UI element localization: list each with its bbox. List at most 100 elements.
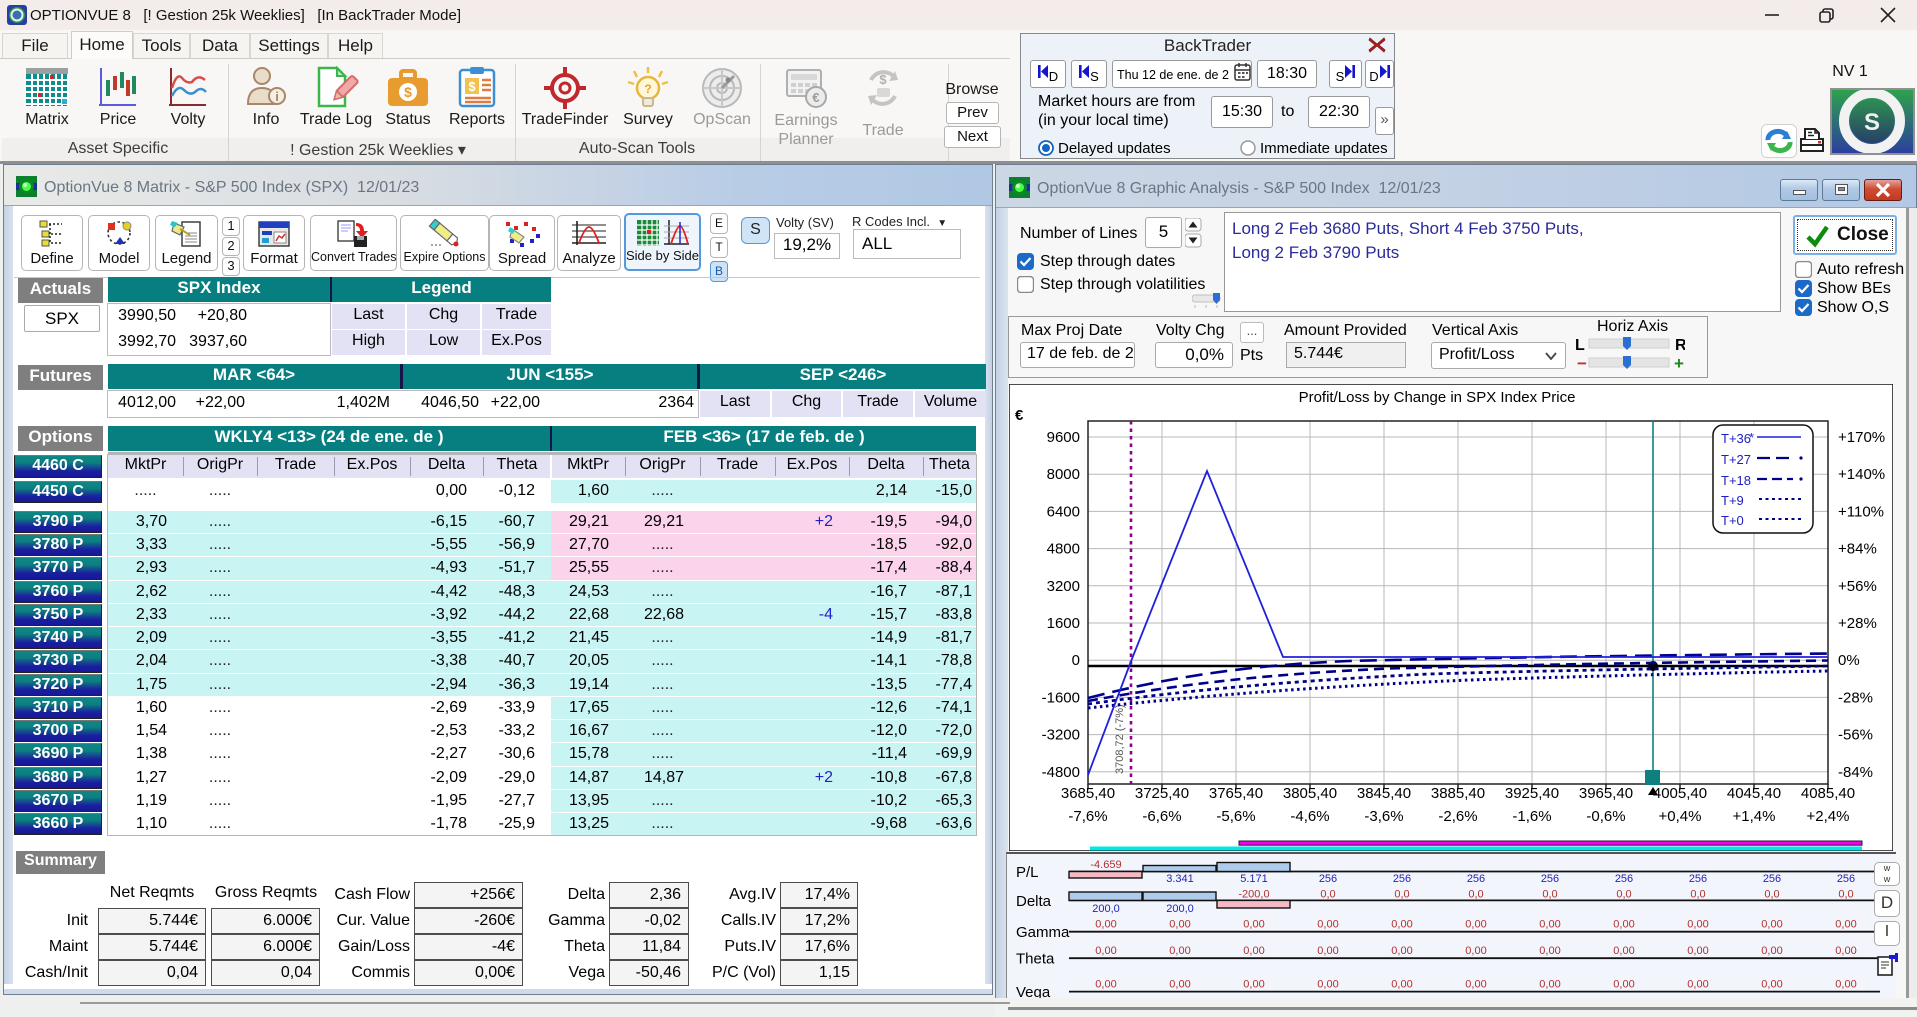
svg-text:0,00: 0,00 — [1465, 978, 1486, 990]
svg-text:T+0: T+0 — [1721, 513, 1744, 528]
svg-text:$: $ — [404, 84, 412, 100]
svg-text:-2,6%: -2,6% — [1438, 808, 1477, 825]
svg-text:-1,6%: -1,6% — [1512, 808, 1551, 825]
svg-text:-7,6%: -7,6% — [1068, 808, 1107, 825]
svg-text:-28%: -28% — [1838, 689, 1873, 706]
svg-text:256: 256 — [1467, 873, 1485, 885]
svg-text:8000: 8000 — [1047, 466, 1080, 483]
svg-text:Delta: Delta — [1016, 893, 1052, 910]
svg-text:€: € — [1015, 407, 1024, 424]
svg-text:0,00: 0,00 — [1243, 978, 1264, 990]
svg-text:T+9: T+9 — [1721, 493, 1744, 508]
svg-text:200,0: 200,0 — [1092, 903, 1120, 915]
svg-text:-56%: -56% — [1838, 727, 1873, 744]
svg-text:0,00: 0,00 — [1465, 919, 1486, 931]
svg-text:3685,40: 3685,40 — [1061, 785, 1115, 802]
svg-text:0,0: 0,0 — [1542, 889, 1557, 901]
svg-text:4085,40: 4085,40 — [1801, 785, 1855, 802]
svg-text:0,0: 0,0 — [1616, 889, 1631, 901]
svg-text:3200: 3200 — [1047, 578, 1080, 595]
svg-text:256: 256 — [1689, 873, 1707, 885]
svg-text:3725,40: 3725,40 — [1135, 785, 1189, 802]
svg-text:$: $ — [879, 72, 887, 87]
svg-text:-84%: -84% — [1838, 764, 1873, 781]
svg-text:0,00: 0,00 — [1613, 919, 1634, 931]
svg-text:3845,40: 3845,40 — [1357, 785, 1411, 802]
svg-text:0,00: 0,00 — [1539, 978, 1560, 990]
svg-text:0,00: 0,00 — [1169, 945, 1190, 957]
svg-text:3708,72 (-7%): 3708,72 (-7%) — [1114, 704, 1126, 774]
svg-text:0,0: 0,0 — [1838, 889, 1853, 901]
svg-text:0%: 0% — [1838, 652, 1860, 669]
svg-text:-4,6%: -4,6% — [1290, 808, 1329, 825]
svg-text:4800: 4800 — [1047, 541, 1080, 558]
svg-text:€: € — [812, 90, 819, 105]
svg-text:256: 256 — [1541, 873, 1559, 885]
svg-text:256: 256 — [1393, 873, 1411, 885]
svg-text:3885,40: 3885,40 — [1431, 785, 1485, 802]
svg-text:+110%: +110% — [1838, 503, 1884, 520]
svg-text:+84%: +84% — [1838, 541, 1877, 558]
svg-text:0,00: 0,00 — [1391, 919, 1412, 931]
svg-text:+170%: +170% — [1838, 429, 1885, 446]
svg-text:−: − — [1577, 354, 1587, 373]
svg-text:R: R — [1675, 337, 1685, 354]
svg-text:-3,6%: -3,6% — [1364, 808, 1403, 825]
svg-text:-5,6%: -5,6% — [1216, 808, 1255, 825]
svg-text:9600: 9600 — [1047, 429, 1080, 446]
svg-text:0,0: 0,0 — [1468, 889, 1483, 901]
svg-text:0,00: 0,00 — [1465, 945, 1486, 957]
svg-text:0,00: 0,00 — [1243, 945, 1264, 957]
svg-text:200,0: 200,0 — [1166, 903, 1194, 915]
svg-text:0,00: 0,00 — [1317, 945, 1338, 957]
svg-text:+1,4%: +1,4% — [1733, 808, 1776, 825]
svg-text:0,00: 0,00 — [1169, 919, 1190, 931]
svg-text:-6,6%: -6,6% — [1142, 808, 1181, 825]
svg-text:i: i — [275, 89, 279, 104]
svg-text:+0,4%: +0,4% — [1659, 808, 1702, 825]
svg-text:1600: 1600 — [1047, 615, 1080, 632]
svg-text:0: 0 — [1072, 652, 1080, 669]
svg-text:-1600: -1600 — [1042, 689, 1080, 706]
svg-text:-0,6%: -0,6% — [1586, 808, 1625, 825]
svg-text:*: * — [1749, 430, 1754, 445]
svg-text:5.171: 5.171 — [1240, 873, 1268, 885]
svg-text:+140%: +140% — [1838, 466, 1885, 483]
svg-text:0,00: 0,00 — [1761, 945, 1782, 957]
svg-text:3805,40: 3805,40 — [1283, 785, 1337, 802]
svg-text:0,00: 0,00 — [1539, 945, 1560, 957]
svg-text:0,00: 0,00 — [1539, 919, 1560, 931]
svg-text:3965,40: 3965,40 — [1579, 785, 1633, 802]
svg-text:-200,0: -200,0 — [1238, 889, 1269, 901]
svg-text:0,00: 0,00 — [1317, 919, 1338, 931]
svg-text:0,00: 0,00 — [1835, 945, 1856, 957]
svg-text:+56%: +56% — [1838, 578, 1877, 595]
svg-text:4045,40: 4045,40 — [1727, 785, 1781, 802]
svg-text:T+18: T+18 — [1721, 473, 1751, 488]
svg-text:0,00: 0,00 — [1095, 919, 1116, 931]
svg-text:6400: 6400 — [1047, 503, 1080, 520]
svg-text:+: + — [1674, 354, 1684, 373]
svg-text:0,00: 0,00 — [1835, 978, 1856, 990]
svg-text:T+27: T+27 — [1721, 452, 1751, 467]
svg-text:-3200: -3200 — [1042, 727, 1080, 744]
svg-text:0,00: 0,00 — [1687, 978, 1708, 990]
svg-text:L: L — [1575, 337, 1585, 354]
svg-text:0,00: 0,00 — [1317, 978, 1338, 990]
svg-text:3.341: 3.341 — [1166, 873, 1194, 885]
svg-text:?: ? — [644, 82, 651, 96]
svg-text:P/L: P/L — [1016, 864, 1039, 881]
svg-text:0,00: 0,00 — [1613, 945, 1634, 957]
svg-text:0,0: 0,0 — [1394, 889, 1409, 901]
svg-text:0,00: 0,00 — [1169, 978, 1190, 990]
svg-text:0,00: 0,00 — [1835, 919, 1856, 931]
svg-text:Vega: Vega — [1016, 984, 1051, 998]
svg-text:0,00: 0,00 — [1243, 919, 1264, 931]
svg-text:0,00: 0,00 — [1391, 978, 1412, 990]
svg-text:+2,4%: +2,4% — [1807, 808, 1850, 825]
svg-text:0,00: 0,00 — [1095, 945, 1116, 957]
svg-text:0,0: 0,0 — [1690, 889, 1705, 901]
svg-text:0,0: 0,0 — [1764, 889, 1779, 901]
svg-text:0,00: 0,00 — [1613, 978, 1634, 990]
svg-text:0,00: 0,00 — [1095, 978, 1116, 990]
